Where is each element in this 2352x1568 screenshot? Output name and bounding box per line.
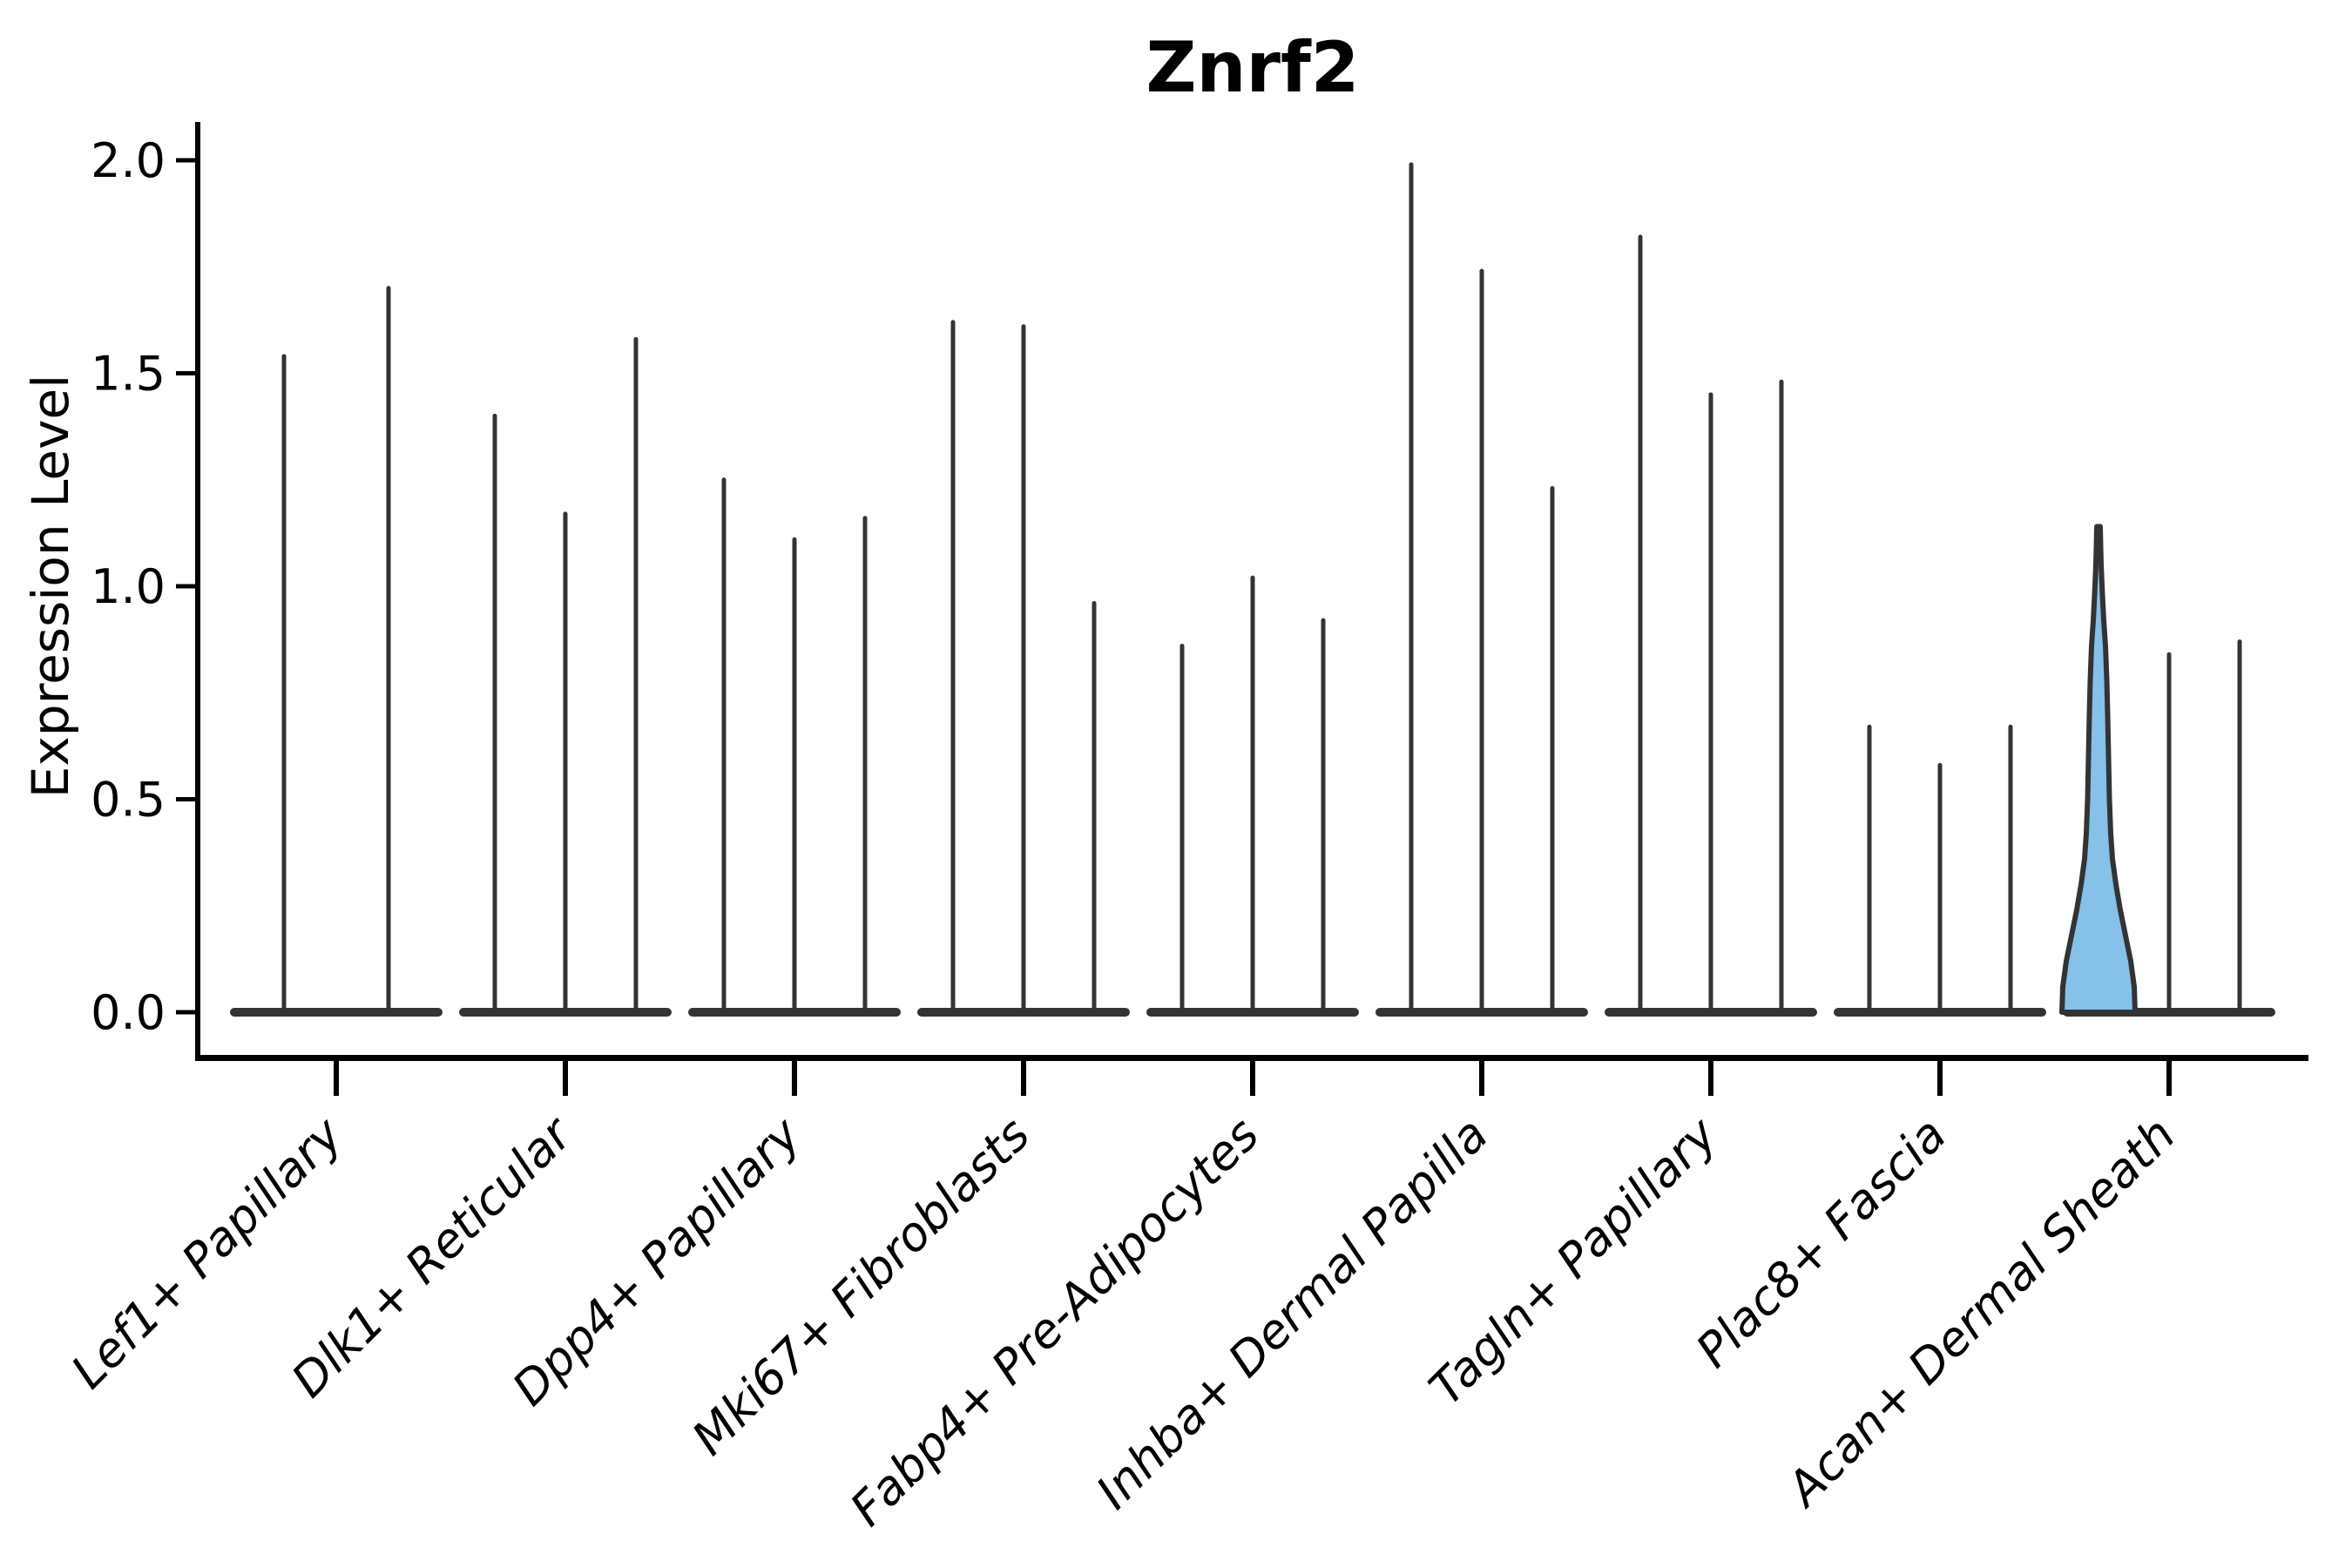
y-axis-tick bbox=[176, 371, 195, 375]
y-tick-label: 2.0 bbox=[91, 133, 166, 188]
x-tick-label: Acan+ Dermal Sheath bbox=[1774, 1107, 2186, 1518]
x-axis-tick bbox=[1021, 1061, 1026, 1096]
y-axis-tick bbox=[176, 584, 195, 589]
y-axis-tick bbox=[176, 797, 195, 801]
y-axis-label: Expression Level bbox=[21, 375, 80, 798]
highlighted-violin bbox=[2059, 524, 2138, 1015]
x-tick-label: Inhba+ Dermal Papilla bbox=[1085, 1107, 1498, 1520]
y-axis-tick bbox=[176, 158, 195, 163]
chart-title: Znrf2 bbox=[1146, 27, 1360, 108]
x-axis-tick bbox=[2166, 1061, 2172, 1096]
y-tick-label: 1.0 bbox=[91, 559, 166, 614]
x-axis-spine bbox=[195, 1055, 2308, 1061]
x-axis-tick bbox=[1250, 1061, 1255, 1096]
x-axis-tick bbox=[334, 1061, 339, 1096]
x-tick-label: Fabp4+ Pre-Adipocytes bbox=[840, 1107, 1269, 1537]
y-tick-label: 0.5 bbox=[91, 773, 166, 828]
violin-base-bar bbox=[230, 1008, 443, 1017]
y-axis-tick bbox=[176, 1010, 195, 1015]
x-axis-tick bbox=[792, 1061, 797, 1096]
x-axis-tick bbox=[1937, 1061, 1943, 1096]
x-axis-tick bbox=[563, 1061, 568, 1096]
x-axis-tick bbox=[1479, 1061, 1484, 1096]
y-axis-spine bbox=[195, 122, 200, 1061]
violin-marks-layer bbox=[230, 162, 2275, 1017]
x-axis-tick bbox=[1708, 1061, 1713, 1096]
y-tick-label: 1.5 bbox=[91, 347, 166, 402]
y-tick-label: 0.0 bbox=[91, 985, 166, 1040]
